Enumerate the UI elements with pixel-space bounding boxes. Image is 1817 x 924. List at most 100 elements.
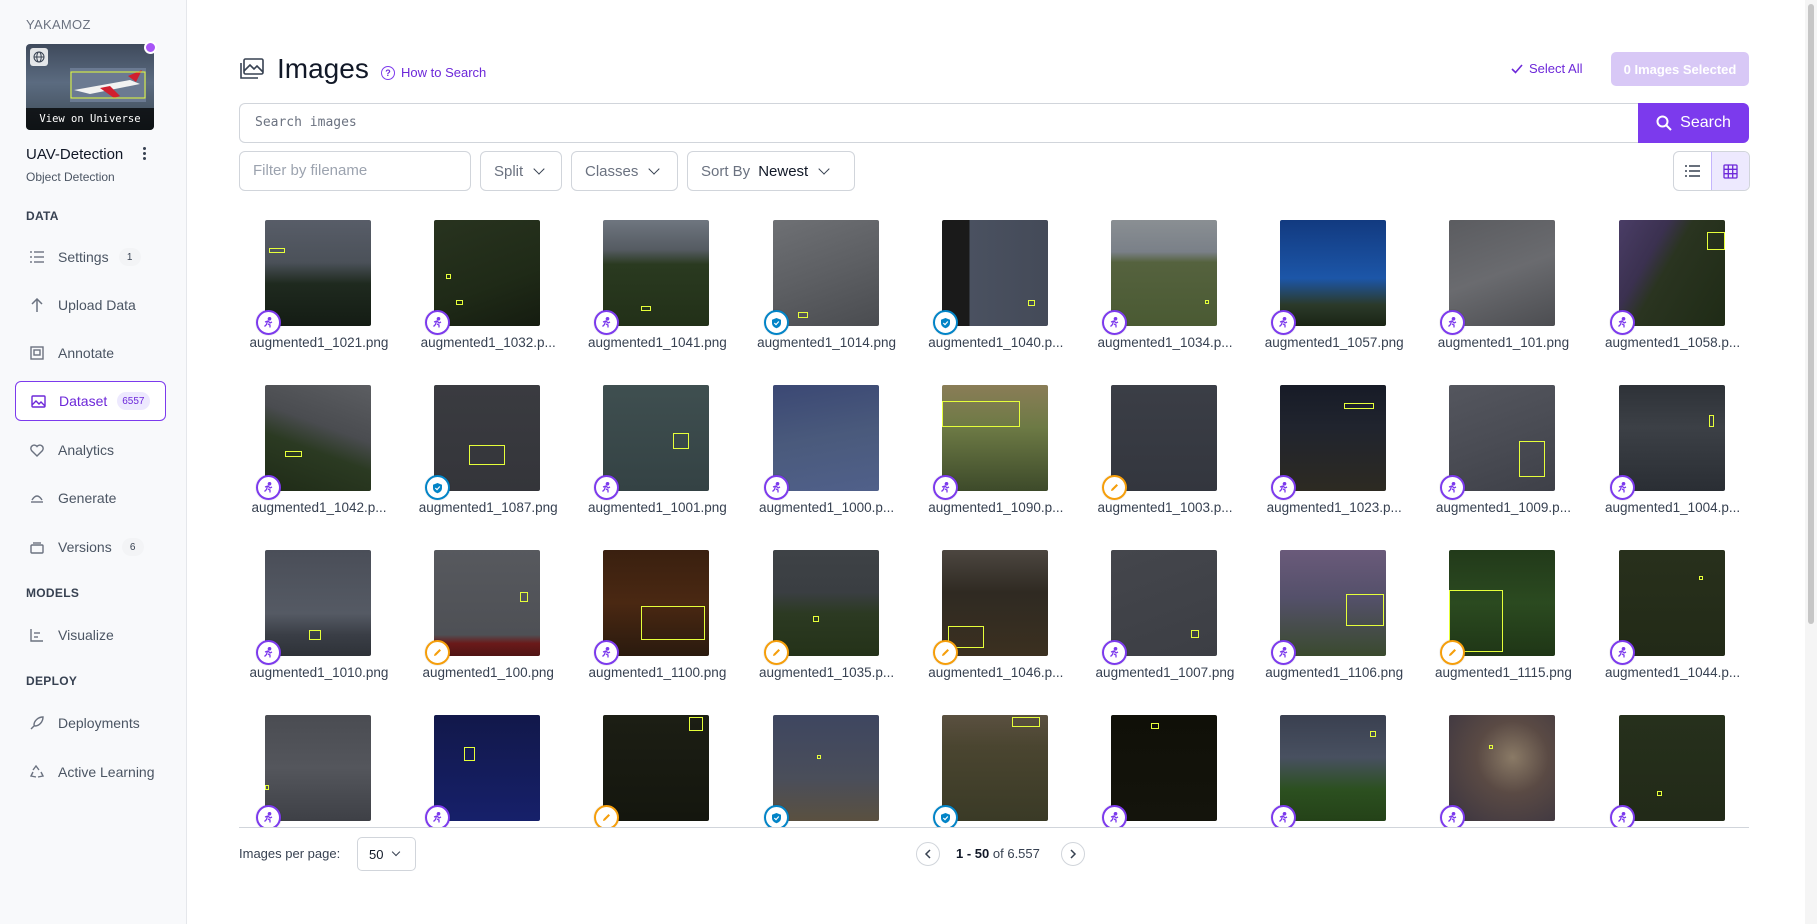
image-card[interactable]: augmented1_1100.png: [577, 538, 737, 688]
image-card[interactable]: augmented1_1106.png: [1254, 538, 1414, 688]
image-thumbnail[interactable]: [603, 550, 710, 656]
image-card[interactable]: augmented1_1054.png: [1593, 703, 1749, 828]
image-card[interactable]: augmented1_1080.png: [239, 703, 399, 828]
image-card[interactable]: augmented1_1071.png: [577, 703, 737, 828]
image-thumbnail[interactable]: [772, 385, 879, 491]
image-thumbnail[interactable]: [265, 550, 371, 656]
image-thumbnail[interactable]: [265, 715, 371, 821]
image-thumbnail[interactable]: [1111, 385, 1217, 491]
image-card[interactable]: augmented1_1090.p...: [916, 373, 1076, 523]
scrollbar[interactable]: [1805, 0, 1817, 924]
image-thumbnail[interactable]: [941, 715, 1048, 821]
image-thumbnail[interactable]: [434, 220, 541, 326]
image-card[interactable]: augmented1_1044.p...: [1593, 538, 1749, 688]
image-card[interactable]: augmented1_1041.png: [577, 208, 737, 358]
previous-page-button[interactable]: [916, 842, 940, 866]
image-card[interactable]: augmented1_1011.png: [747, 703, 907, 828]
image-thumbnail[interactable]: [1618, 385, 1725, 491]
image-thumbnail[interactable]: [941, 385, 1048, 491]
sidebar-item-versions[interactable]: Versions 6: [15, 527, 166, 567]
image-card[interactable]: augmented1_1013.png: [1254, 703, 1414, 828]
image-thumbnail[interactable]: [603, 220, 710, 326]
image-card[interactable]: augmented1_1007.png: [1085, 538, 1245, 688]
per-page-select[interactable]: 50: [357, 837, 416, 871]
image-thumbnail[interactable]: [941, 550, 1048, 656]
image-card[interactable]: augmented1_1004.p...: [1593, 373, 1749, 523]
image-card[interactable]: augmented1_1010.png: [239, 538, 399, 688]
image-thumbnail[interactable]: [1449, 220, 1556, 326]
more-vertical-icon[interactable]: [138, 144, 150, 162]
image-thumbnail[interactable]: [1111, 220, 1217, 326]
image-card[interactable]: augmented1_1014.png: [747, 208, 907, 358]
sidebar-item-analytics[interactable]: Analytics: [15, 430, 166, 470]
image-card[interactable]: augmented1_1040.p...: [916, 208, 1076, 358]
image-card[interactable]: augmented1_1099.png: [916, 703, 1076, 828]
sidebar-item-generate[interactable]: Generate: [15, 478, 166, 518]
image-thumbnail[interactable]: [1280, 550, 1387, 656]
image-thumbnail[interactable]: [772, 715, 879, 821]
how-to-search-link[interactable]: ? How to Search: [381, 65, 486, 80]
sidebar-item-settings[interactable]: Settings 1: [15, 237, 166, 277]
image-card[interactable]: augmented1_101.png: [1423, 208, 1583, 358]
image-thumbnail[interactable]: [1280, 385, 1387, 491]
image-card[interactable]: augmented1_1042.p...: [239, 373, 399, 523]
image-card[interactable]: augmented1_1115.png: [1423, 538, 1583, 688]
list-view-button[interactable]: [1674, 152, 1711, 190]
image-thumbnail[interactable]: [1111, 715, 1217, 821]
sidebar-item-active-learning[interactable]: Active Learning: [15, 752, 166, 792]
search-input[interactable]: Search images: [239, 103, 1639, 143]
split-dropdown[interactable]: Split: [480, 151, 562, 191]
view-on-universe-link[interactable]: View on Universe: [26, 108, 154, 130]
image-thumbnail[interactable]: [603, 715, 710, 821]
image-card[interactable]: augmented1_1009.p...: [1423, 373, 1583, 523]
image-card[interactable]: augmented1_1035.p...: [747, 538, 907, 688]
image-card[interactable]: augmented1_100.png: [408, 538, 568, 688]
image-thumbnail[interactable]: [265, 385, 371, 491]
image-thumbnail[interactable]: [1280, 220, 1387, 326]
image-card[interactable]: augmented1_1087.png: [408, 373, 568, 523]
select-all-button[interactable]: Select All: [1511, 61, 1582, 76]
sidebar-item-deployments[interactable]: Deployments: [15, 703, 166, 743]
scrollbar-thumb[interactable]: [1808, 4, 1814, 624]
image-thumbnail[interactable]: [1111, 550, 1217, 656]
image-card[interactable]: augmented1_1032.p...: [408, 208, 568, 358]
image-thumbnail[interactable]: [603, 385, 710, 491]
image-card[interactable]: augmented1_1021.png: [239, 208, 399, 358]
image-card[interactable]: augmented1_1001.png: [577, 373, 737, 523]
image-card[interactable]: augmented1_1066.png: [1085, 703, 1245, 828]
image-card[interactable]: augmented1_1061.png: [408, 703, 568, 828]
project-thumbnail[interactable]: View on Universe: [26, 44, 154, 130]
image-thumbnail[interactable]: [1618, 715, 1725, 821]
sidebar-item-upload-data[interactable]: Upload Data: [15, 285, 166, 325]
workspace-name[interactable]: YAKAMOZ: [26, 17, 91, 32]
sort-dropdown[interactable]: Sort By Newest: [687, 151, 855, 191]
image-thumbnail[interactable]: [1449, 550, 1556, 656]
filename-filter-input[interactable]: Filter by filename: [239, 151, 471, 191]
search-button[interactable]: Search: [1638, 103, 1749, 143]
image-thumbnail[interactable]: [772, 220, 879, 326]
image-card[interactable]: augmented1_1003.p...: [1085, 373, 1245, 523]
image-thumbnail[interactable]: [1618, 220, 1725, 326]
image-thumbnail[interactable]: [772, 550, 879, 656]
image-thumbnail[interactable]: [941, 220, 1048, 326]
classes-dropdown[interactable]: Classes: [571, 151, 678, 191]
image-card[interactable]: augmented1_1058.p...: [1593, 208, 1749, 358]
image-card[interactable]: augmented1_1046.p...: [916, 538, 1076, 688]
image-card[interactable]: augmented1_1023.p...: [1254, 373, 1414, 523]
images-selected-button[interactable]: 0 Images Selected: [1611, 52, 1749, 86]
image-thumbnail[interactable]: [434, 550, 541, 656]
grid-view-button[interactable]: [1711, 152, 1749, 190]
image-card[interactable]: augmented1_1000.p...: [747, 373, 907, 523]
image-thumbnail[interactable]: [434, 385, 541, 491]
image-thumbnail[interactable]: [1280, 715, 1387, 821]
image-thumbnail[interactable]: [1618, 550, 1725, 656]
sidebar-item-annotate[interactable]: Annotate: [15, 333, 166, 373]
next-page-button[interactable]: [1061, 842, 1085, 866]
sidebar-item-dataset[interactable]: Dataset 6557: [15, 381, 166, 421]
sidebar-item-visualize[interactable]: Visualize: [15, 615, 166, 655]
image-card[interactable]: augmented1_1034.p...: [1085, 208, 1245, 358]
image-card[interactable]: augmented1_1057.png: [1254, 208, 1414, 358]
image-thumbnail[interactable]: [1449, 385, 1556, 491]
image-thumbnail[interactable]: [265, 220, 371, 326]
image-thumbnail[interactable]: [434, 715, 541, 821]
